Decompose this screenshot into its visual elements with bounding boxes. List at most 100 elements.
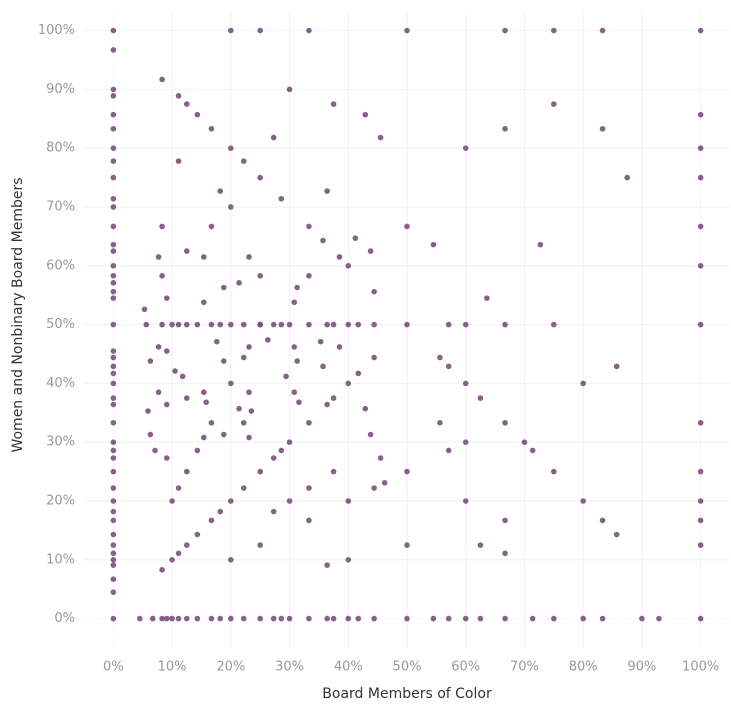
point — [110, 223, 117, 230]
point — [294, 358, 300, 364]
point — [296, 399, 302, 406]
point — [330, 468, 337, 475]
point — [236, 405, 242, 412]
point — [175, 321, 182, 328]
point — [330, 101, 337, 107]
point — [697, 174, 704, 181]
point — [639, 615, 645, 622]
point — [217, 615, 224, 622]
point — [404, 321, 410, 328]
point — [320, 237, 326, 244]
x-tick-label: 70% — [510, 660, 539, 675]
point — [110, 262, 117, 269]
x-tick-label: 50% — [393, 660, 422, 675]
point — [257, 174, 263, 181]
point — [656, 615, 662, 622]
point — [110, 354, 117, 361]
point — [220, 284, 227, 291]
point — [149, 615, 156, 622]
point — [175, 485, 182, 491]
point — [208, 615, 215, 622]
point — [155, 254, 162, 260]
point — [228, 145, 234, 151]
point — [228, 498, 234, 504]
point — [462, 321, 469, 328]
point — [286, 86, 293, 93]
point — [110, 576, 117, 583]
point — [145, 408, 151, 414]
point — [136, 615, 143, 622]
point — [345, 380, 352, 387]
y-tick-label: 70% — [46, 199, 75, 214]
point — [110, 288, 117, 295]
point — [110, 401, 117, 408]
point — [624, 174, 631, 181]
point — [291, 344, 298, 350]
point — [306, 485, 312, 491]
point — [152, 447, 158, 454]
point — [367, 248, 374, 254]
point — [169, 498, 175, 504]
point — [317, 338, 324, 345]
point — [164, 295, 170, 301]
point — [270, 321, 277, 328]
point — [172, 368, 178, 374]
point — [110, 145, 117, 151]
point — [169, 615, 175, 622]
point — [404, 223, 410, 230]
point — [502, 517, 508, 524]
y-tick-label: 60% — [46, 258, 75, 273]
point — [551, 321, 557, 328]
point — [159, 76, 165, 83]
point — [270, 508, 277, 515]
y-tick-label: 40% — [46, 376, 75, 391]
point — [183, 248, 190, 254]
point — [110, 508, 117, 515]
point — [110, 615, 117, 622]
point — [248, 408, 255, 414]
point — [110, 158, 117, 164]
point — [257, 468, 263, 475]
point — [265, 337, 271, 343]
point — [201, 389, 207, 396]
point — [175, 615, 182, 622]
point — [697, 27, 704, 34]
point — [355, 615, 362, 622]
point — [141, 306, 148, 313]
point — [240, 615, 247, 622]
point — [240, 354, 247, 361]
point — [110, 439, 117, 445]
point — [110, 195, 117, 202]
point — [246, 434, 252, 441]
point — [110, 550, 117, 557]
point — [551, 615, 557, 622]
point — [110, 455, 117, 461]
point — [404, 27, 410, 34]
point — [217, 321, 224, 328]
point — [529, 447, 536, 454]
x-axis-title: Board Members of Color — [322, 686, 492, 702]
point — [697, 223, 704, 230]
point — [257, 27, 263, 34]
point — [217, 188, 224, 194]
y-tick-label: 50% — [46, 317, 75, 332]
point — [291, 389, 298, 396]
point — [201, 434, 207, 441]
point — [697, 468, 704, 475]
point — [362, 111, 369, 118]
point — [257, 272, 263, 279]
point — [270, 455, 277, 461]
point — [147, 431, 154, 438]
point — [110, 93, 117, 99]
point — [537, 241, 544, 248]
x-tick-label: 10% — [158, 660, 187, 675]
point — [462, 615, 469, 622]
point — [110, 86, 117, 93]
point — [183, 615, 190, 622]
point — [169, 556, 175, 563]
point — [462, 498, 469, 504]
point — [697, 419, 704, 426]
point — [551, 101, 557, 107]
point — [228, 204, 234, 210]
